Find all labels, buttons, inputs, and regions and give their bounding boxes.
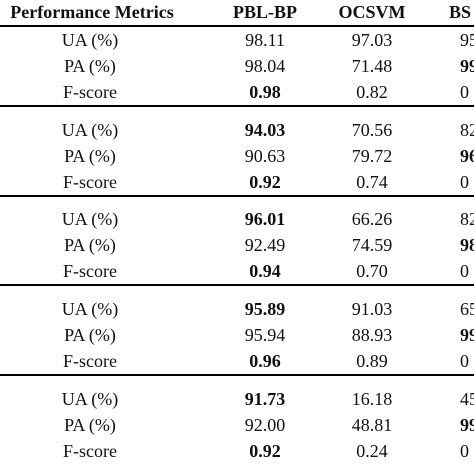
table-cell: PA (%) — [64, 414, 116, 435]
table-cell: 91.73 — [244, 388, 286, 409]
table-cell: 0 — [460, 351, 469, 372]
table-cell: PA (%) — [64, 56, 116, 76]
table-rule — [0, 105, 474, 107]
table-cell: 96 — [460, 145, 474, 166]
table-cell: UA (%) — [61, 119, 119, 140]
table-cell: 99 — [460, 414, 474, 435]
table-cell: 0 — [460, 82, 469, 102]
table-cell: 90.63 — [244, 145, 286, 166]
table-cell: F-score — [63, 440, 117, 461]
table-cell: 95.89 — [244, 299, 286, 320]
table-cell: 0.89 — [356, 351, 388, 372]
table-cell: 0.98 — [249, 82, 281, 102]
table-cell: 82 — [460, 209, 474, 230]
table-rule — [0, 284, 474, 287]
table-cell: 45 — [460, 388, 474, 409]
table-cell: 0.96 — [249, 351, 281, 372]
table-cell: UA (%) — [61, 388, 119, 409]
table-rule — [0, 194, 474, 197]
table-rule — [0, 374, 474, 377]
table-cell: 70.56 — [351, 119, 393, 140]
table-cell: F-score — [63, 261, 117, 282]
table-cell: 0 — [460, 171, 469, 192]
table-cell: 0.92 — [249, 171, 281, 192]
table-cell: 74.59 — [351, 235, 393, 256]
table-cell: UA (%) — [61, 30, 119, 50]
table-cell: PA (%) — [64, 325, 116, 346]
table-cell: Performance Metrics — [10, 2, 174, 22]
table-cell: 96.01 — [244, 209, 286, 230]
table-cell: 99 — [460, 325, 474, 346]
table-cell: 88.93 — [351, 325, 393, 346]
table-cell: PA (%) — [64, 145, 116, 166]
table-cell: PA (%) — [64, 235, 116, 256]
table-cell: 91.03 — [351, 299, 393, 320]
table-cell: 98.04 — [244, 56, 286, 76]
table-cell: 0.82 — [356, 82, 388, 102]
table-cell: OCSVM — [338, 2, 406, 22]
table-cell: 98.11 — [245, 30, 285, 50]
table-cell: 95.94 — [244, 325, 286, 346]
table-cell: 16.18 — [351, 388, 393, 409]
table-cell: 98 — [460, 235, 474, 256]
table-cell: 79.72 — [351, 145, 393, 166]
table-cell: PBL-BP — [232, 2, 298, 22]
table-cell: 82 — [460, 119, 474, 140]
table-cell: 94.03 — [244, 119, 286, 140]
table-cell: 0 — [460, 440, 469, 461]
table-cell: 65 — [460, 299, 474, 320]
table-cell: 0.92 — [249, 440, 281, 461]
table-cell: UA (%) — [61, 209, 119, 230]
table-cell: 66.26 — [351, 209, 393, 230]
table-cell: 0 — [460, 261, 469, 282]
table-cell: 95 — [460, 30, 474, 50]
table-cell: 0.94 — [249, 261, 281, 282]
table-cell: 99 — [460, 56, 474, 76]
table-cell: 71.48 — [351, 56, 393, 76]
table-cell: F-score — [63, 82, 117, 102]
table-rule — [0, 25, 474, 27]
table-cell: 97.03 — [351, 30, 393, 50]
table-cell: 92.00 — [244, 414, 286, 435]
table-cell: 0.70 — [356, 261, 388, 282]
table-cell: 0.24 — [356, 440, 388, 461]
table-cell: 48.81 — [351, 414, 393, 435]
table-cell: BS — [449, 2, 472, 22]
table-cell: UA (%) — [61, 299, 119, 320]
table-cell: 92.49 — [244, 235, 286, 256]
table-cell: F-score — [63, 171, 117, 192]
table-cell: F-score — [63, 351, 117, 372]
table-cell: 0.74 — [356, 171, 388, 192]
